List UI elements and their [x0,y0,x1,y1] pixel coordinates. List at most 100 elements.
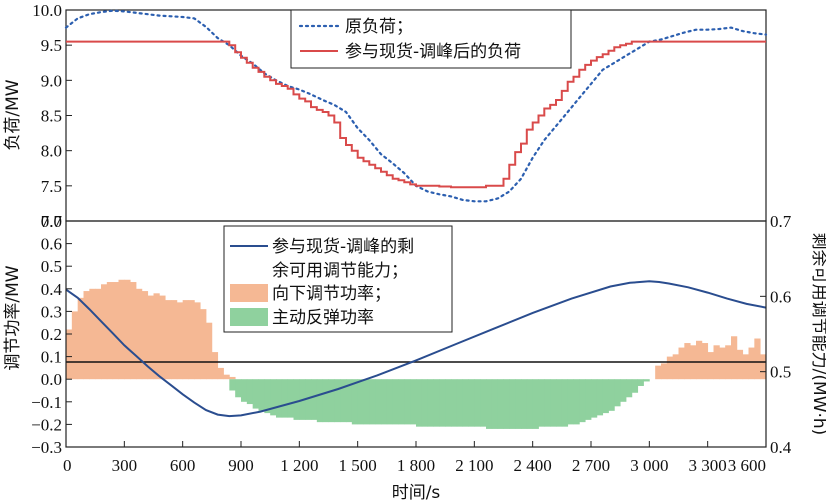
rebound-bar [585,379,592,420]
rebound-bar [410,379,417,425]
rebound-bar [375,379,382,425]
down-regulation-bar [153,293,160,380]
load-y-ticks: 7.0 7.5 8.0 8.5 9.0 9.5 10.0 [32,1,72,231]
down-regulation-bar [696,340,703,380]
power-y-tick-label: 0.5 [41,257,62,276]
down-regulation-bar [182,300,189,380]
rebound-bar [532,379,539,429]
load-y-label: 负荷/MW [3,79,23,150]
capacity-y2-tick-label: 0.5 [770,363,791,382]
time-x-tick-label: 2 700 [572,456,610,475]
time-x-tick-label: 900 [228,456,254,475]
rebound-bar [550,379,557,427]
down-regulation-bar [136,288,143,380]
rebound-bar [497,379,504,429]
rebound-bar [591,379,598,418]
down-regulation-bar [206,322,213,380]
power-y-tick-label: 0.3 [41,302,62,321]
time-x-tick-label: 1 800 [397,456,435,475]
remaining-capacity-line [65,280,767,418]
rebound-bar [311,379,318,420]
down-regulation-bar [661,363,668,380]
rebound-bar [357,379,364,425]
rebound-bar [328,379,335,423]
rebound-bar [544,379,551,427]
rebound-bar [264,379,271,414]
rebound-bar [398,379,405,425]
power-y-tick-label: 0.2 [41,325,62,344]
rebound-bar [270,379,277,416]
down-regulation-bar [71,311,79,380]
rebound-bar [386,379,394,425]
capacity-y2-tick-label: 0.4 [770,438,792,457]
rebound-bar [538,379,545,427]
rebound-bar [427,379,434,427]
capacity-y2-tick-label: 0.7 [770,212,792,231]
load-y-tick-label: 8.0 [41,142,62,161]
down-regulation-bar [719,347,726,380]
load-panel: 7.0 7.5 8.0 8.5 9.0 9.5 10.0 负荷/MW 原负荷； 参与现货-调… [3,1,768,231]
down-regulation-bar [118,279,125,380]
rebound-bar [626,379,633,398]
rebound-bar [456,379,464,427]
legend-capacity-line2: 余可用调节能力； [272,261,408,281]
rebound-bar [561,379,569,427]
legend-rebound-swatch [230,308,268,326]
down-regulation-bar [701,343,709,380]
load-y-tick-label: 7.0 [41,212,62,231]
rebound-bar [346,379,353,423]
rebound-bar [462,379,469,427]
power-y-ticks: −0.3 −0.2 −0.1 0.0 0.1 0.2 0.3 0.4 0.5 0.6 0.7 [31,212,72,457]
down-regulation-bar [141,291,149,380]
rebound-bar [596,379,604,416]
legend-adjusted-load: 参与现货-调峰后的负荷 [345,42,521,62]
capacity-y2-ticks: 0.4 0.5 0.6 0.7 [760,212,792,457]
down-regulation-bar [124,279,131,380]
time-x-tick-label: 1 500 [339,456,377,475]
down-regulation-bar [223,374,230,380]
power-y-tick-label: 0.1 [41,348,62,367]
down-regulation-bar [684,343,691,380]
rebound-bar [229,379,236,391]
power-y-tick-label: 0.0 [41,370,62,389]
down-regulation-bar [666,356,674,380]
down-regulation-bar [176,302,184,380]
rebound-bar [322,379,329,423]
rebound-bar [486,379,493,429]
rebound-bar [433,379,440,427]
time-x-tick-label: 3 600 [728,456,766,475]
down-regulation-bar [171,300,178,380]
load-y-tick-label: 8.5 [41,107,62,126]
rebound-bar [252,379,259,409]
down-regulation-bar [188,300,195,380]
time-x-tick-label: 600 [170,456,196,475]
down-regulation-bar [731,336,738,380]
rebound-bar [509,379,516,429]
down-regulation-bar [229,376,236,380]
power-y-tick-label: 0.7 [41,212,63,231]
power-legend: 参与现货-调峰的剩 余可用调节能力； 向下调节功率； 主动反弹功率 [223,225,453,333]
power-y-tick-label: 0.4 [41,280,63,299]
down-regulation-bar [678,347,685,380]
rebound-bar [281,379,289,418]
legend-original-load: 原负荷； [345,17,413,37]
down-regulation-bar [83,291,90,380]
rebound-bar [381,379,388,425]
down-regulation-bar [736,349,744,380]
rebound-bar [614,379,621,407]
rebound-bar [258,379,265,411]
rebound-bar [235,379,242,398]
time-x-tick-label: 0 [63,456,72,475]
rebound-bar [573,379,580,425]
rebound-bar [363,379,370,425]
rebound-bar [637,379,644,386]
rebound-bar [602,379,609,414]
rebound-bar [340,379,347,423]
rebound-bar [416,379,423,427]
time-x-tick-label: 1 200 [280,456,318,475]
rebound-bar [293,379,300,420]
rebound-bar [579,379,586,423]
rebound-bar [556,379,563,427]
legend-rebound: 主动反弹功率 [272,308,374,328]
rebound-bar [241,379,248,402]
